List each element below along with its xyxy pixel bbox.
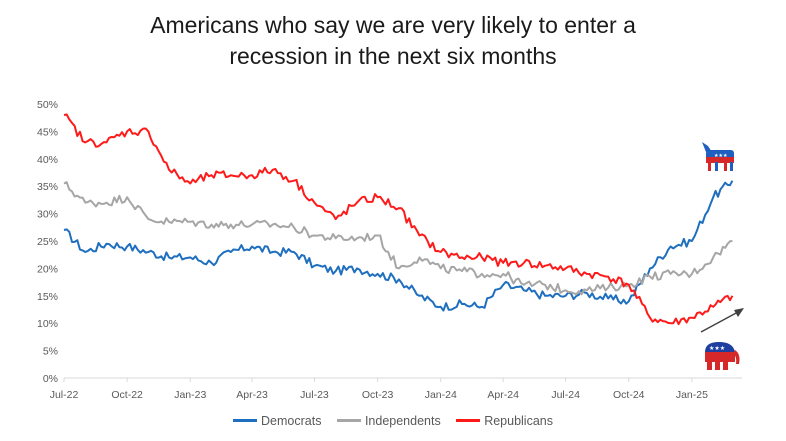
y-tick-label: 25% bbox=[37, 236, 58, 248]
y-tick-label: 45% bbox=[37, 126, 58, 138]
democrat-donkey-logo: ★★★ bbox=[702, 142, 734, 171]
y-tick-label: 10% bbox=[37, 318, 58, 330]
x-tick-label: Jan-23 bbox=[174, 389, 206, 401]
chart-title: Americans who say we are very likely to … bbox=[0, 10, 786, 72]
chart-title-line-2: recession in the next six months bbox=[229, 43, 557, 69]
x-tick-label: Oct-24 bbox=[613, 389, 645, 401]
y-tick-label: 15% bbox=[37, 291, 58, 303]
x-tick-label: Apr-24 bbox=[487, 389, 519, 401]
legend: Democrats Independents Republicans bbox=[0, 411, 786, 428]
y-tick-label: 30% bbox=[37, 209, 58, 221]
legend-label-independents: Independents bbox=[364, 413, 441, 428]
x-tick-label: Apr-23 bbox=[236, 389, 268, 401]
x-tick-label: Jul-22 bbox=[50, 389, 79, 401]
legend-swatch-democrats bbox=[233, 419, 258, 422]
series-line-republicans bbox=[63, 113, 734, 326]
x-tick-label: Jul-23 bbox=[300, 389, 329, 401]
trend-arrow bbox=[700, 308, 744, 333]
series-line-democrats bbox=[63, 180, 734, 312]
x-tick-label: Jul-24 bbox=[551, 389, 580, 401]
y-axis-ticks: 0% 5% 10% 15% 20% 25% 30% 35% 40% 45% 50% bbox=[37, 99, 58, 385]
y-tick-label: 5% bbox=[43, 346, 58, 358]
republican-elephant-logo: ★★★ bbox=[705, 342, 740, 370]
legend-swatch-republicans bbox=[456, 419, 481, 422]
y-tick-label: 0% bbox=[43, 373, 58, 385]
svg-text:★★★: ★★★ bbox=[709, 345, 725, 352]
y-tick-label: 20% bbox=[37, 263, 58, 275]
x-tick-label: Oct-23 bbox=[362, 389, 394, 401]
legend-swatch-independents bbox=[336, 419, 361, 422]
x-tick-label: Oct-22 bbox=[111, 389, 143, 401]
chart-title-line-1: Americans who say we are very likely to … bbox=[150, 12, 636, 38]
legend-label-democrats: Democrats bbox=[261, 413, 322, 428]
legend-item-independents: Independents bbox=[336, 413, 441, 428]
legend-item-democrats: Democrats bbox=[233, 414, 321, 428]
x-tick-label: Jan-25 bbox=[676, 389, 708, 401]
y-tick-label: 35% bbox=[37, 181, 58, 193]
y-tick-label: 40% bbox=[37, 154, 58, 166]
x-axis-ticks: Jul-22 Oct-22 Jan-23 Apr-23 Jul-23 Oct-23 Jan-… bbox=[50, 378, 708, 401]
series-lines bbox=[63, 113, 734, 326]
svg-text:★★★: ★★★ bbox=[714, 153, 728, 159]
x-tick-label: Jan-24 bbox=[425, 389, 457, 401]
legend-label-republicans: Republicans bbox=[484, 413, 553, 428]
legend-item-republicans: Republicans bbox=[456, 414, 553, 428]
y-tick-label: 50% bbox=[37, 99, 58, 111]
series-line-independents bbox=[63, 181, 733, 296]
